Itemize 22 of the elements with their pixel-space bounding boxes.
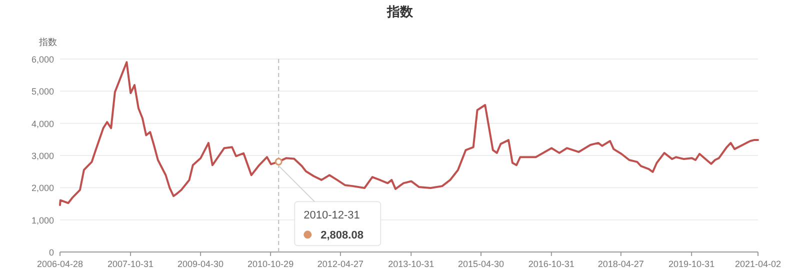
x-tick-label: 2010-10-29 [248,259,294,269]
x-tick-label: 2009-04-30 [178,259,224,269]
y-tick-label: 6,000 [31,54,54,64]
annotation: 2010-12-31 2,808.08 [304,210,364,242]
x-tick-label: 2016-10-31 [528,259,574,269]
y-tick-label: 0 [48,248,54,258]
line-series [59,61,759,206]
y-tick-label: 1,000 [31,215,54,226]
x-tick-label: 2018-04-27 [598,259,644,269]
x-tick-label: 2019-10-31 [668,259,715,269]
x-tick-label: 2012-04-27 [317,259,364,269]
y-tick-label: 5,000 [31,86,54,97]
x-tick-label: 2021-04-02 [734,259,782,269]
y-axis-title: 指数 [38,37,57,47]
x-tick-label: 2013-10-31 [388,259,434,269]
chart-title: 指数 [386,4,414,19]
x-tick-label: 2015-04-30 [458,259,504,269]
y-tick-label: 4,000 [31,118,54,129]
y-tick-label: 2,000 [31,183,54,194]
y-tick-label: 3,000 [31,151,54,161]
x-tick-label: 2007-10-31 [108,259,154,269]
x-tick-label: 2006-04-28 [36,259,84,269]
